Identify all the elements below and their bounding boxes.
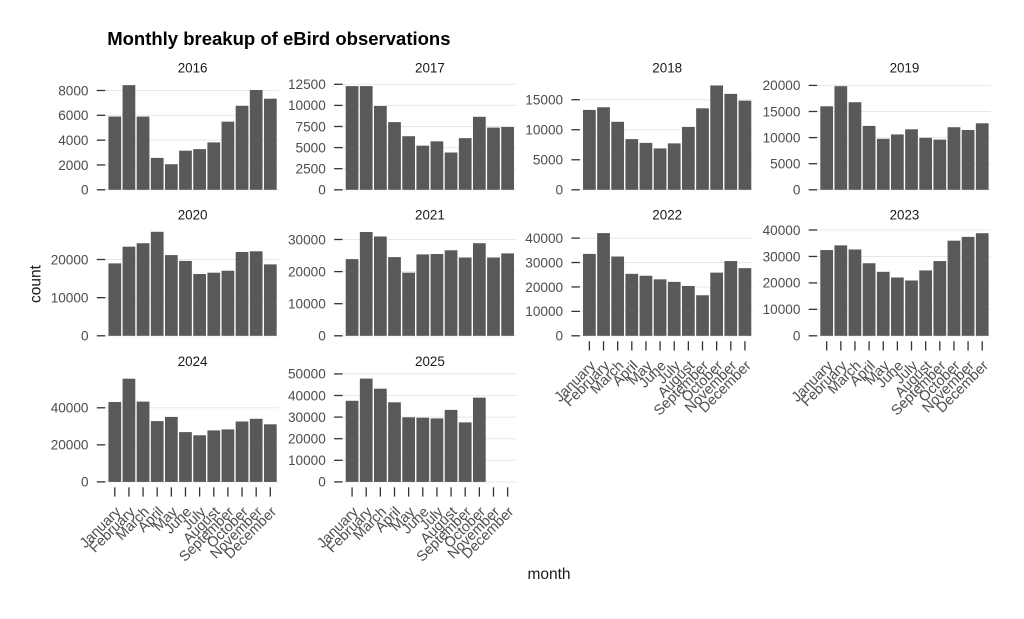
svg-text:6000: 6000 — [58, 108, 89, 123]
svg-text:10000: 10000 — [288, 453, 326, 468]
svg-text:30000: 30000 — [288, 232, 326, 247]
svg-text:0: 0 — [318, 329, 326, 344]
svg-text:4000: 4000 — [58, 133, 89, 148]
svg-text:0: 0 — [81, 475, 89, 490]
svg-text:15000: 15000 — [763, 104, 801, 119]
svg-text:12500: 12500 — [288, 77, 326, 92]
svg-text:2025: 2025 — [415, 354, 445, 369]
svg-text:0: 0 — [793, 183, 801, 198]
svg-text:5000: 5000 — [296, 140, 327, 155]
svg-text:0: 0 — [793, 329, 801, 344]
svg-text:5000: 5000 — [770, 157, 801, 172]
svg-text:7500: 7500 — [296, 119, 327, 134]
svg-text:40000: 40000 — [288, 388, 326, 403]
svg-text:month: month — [527, 566, 570, 583]
svg-text:0: 0 — [318, 475, 326, 490]
svg-text:10000: 10000 — [525, 304, 563, 319]
svg-text:2500: 2500 — [296, 162, 327, 177]
svg-text:10000: 10000 — [288, 297, 326, 312]
svg-text:Monthly breakup of eBird obser: Monthly breakup of eBird observations — [107, 28, 450, 49]
svg-text:2020: 2020 — [178, 208, 208, 223]
svg-text:2000: 2000 — [58, 158, 89, 173]
svg-text:2021: 2021 — [415, 208, 445, 223]
svg-text:10000: 10000 — [763, 130, 801, 145]
svg-text:30000: 30000 — [525, 255, 563, 270]
svg-text:20000: 20000 — [51, 438, 89, 453]
svg-text:0: 0 — [81, 329, 89, 344]
svg-text:2023: 2023 — [890, 208, 920, 223]
svg-text:15000: 15000 — [525, 93, 563, 108]
svg-text:5000: 5000 — [533, 153, 564, 168]
svg-text:20000: 20000 — [763, 78, 801, 93]
svg-text:2022: 2022 — [652, 208, 682, 223]
svg-text:2016: 2016 — [178, 61, 208, 76]
svg-text:20000: 20000 — [288, 264, 326, 279]
svg-text:2018: 2018 — [652, 61, 682, 76]
svg-text:count: count — [28, 264, 45, 303]
svg-text:40000: 40000 — [51, 401, 89, 416]
svg-text:40000: 40000 — [525, 231, 563, 246]
svg-text:0: 0 — [318, 183, 326, 198]
svg-text:2017: 2017 — [415, 61, 445, 76]
svg-text:0: 0 — [556, 329, 564, 344]
svg-text:10000: 10000 — [288, 98, 326, 113]
svg-text:20000: 20000 — [763, 276, 801, 291]
svg-text:50000: 50000 — [288, 367, 326, 382]
svg-text:20000: 20000 — [525, 280, 563, 295]
svg-text:2019: 2019 — [890, 61, 920, 76]
svg-text:2024: 2024 — [178, 354, 208, 369]
svg-text:8000: 8000 — [58, 83, 89, 98]
svg-text:40000: 40000 — [763, 223, 801, 238]
svg-text:10000: 10000 — [763, 302, 801, 317]
svg-text:30000: 30000 — [288, 410, 326, 425]
svg-text:10000: 10000 — [525, 123, 563, 138]
svg-text:30000: 30000 — [763, 249, 801, 264]
svg-text:0: 0 — [556, 183, 564, 198]
svg-text:20000: 20000 — [51, 252, 89, 267]
svg-text:0: 0 — [81, 183, 89, 198]
svg-text:20000: 20000 — [288, 432, 326, 447]
svg-text:10000: 10000 — [51, 290, 89, 305]
